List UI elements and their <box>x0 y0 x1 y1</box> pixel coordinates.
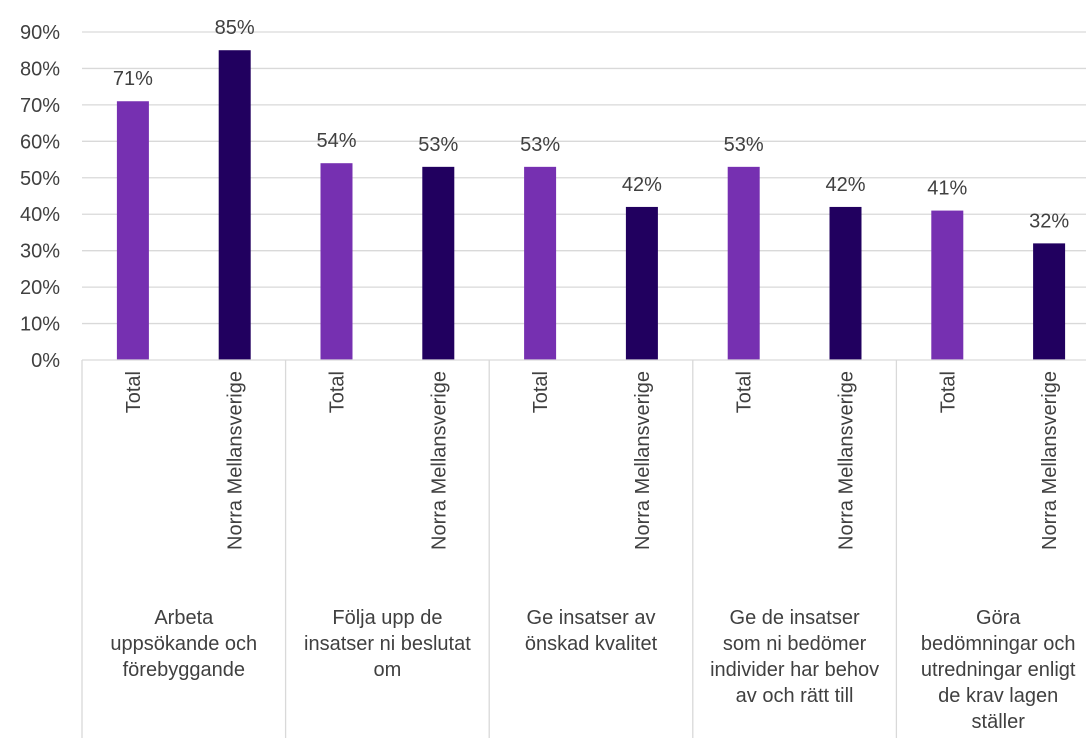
bar <box>931 210 964 360</box>
y-tick-label: 20% <box>20 277 60 299</box>
y-tick-label: 70% <box>20 95 60 117</box>
group-label: insatser ni beslutat <box>304 633 471 655</box>
category-label: Norra Mellansverige <box>225 371 247 550</box>
group-label: bedömningar och <box>921 633 1076 655</box>
data-label: 71% <box>113 68 153 90</box>
y-tick-label: 60% <box>20 131 60 153</box>
group-label: som ni bedömer <box>723 633 867 655</box>
bar <box>524 166 557 360</box>
y-tick-label: 90% <box>20 22 60 44</box>
data-label: 54% <box>316 130 356 152</box>
bars <box>116 50 1066 360</box>
group-label: Arbeta <box>154 607 214 629</box>
group-label: utredningar enligt <box>921 659 1076 681</box>
category-label: Norra Mellansverige <box>428 371 450 550</box>
bar <box>727 166 760 360</box>
data-labels: 71% 85% 54% 53% 53% 42% 53% 42% 41% 32% <box>113 17 1069 232</box>
category-label: Norra Mellansverige <box>836 371 858 550</box>
category-label: Total <box>937 371 959 413</box>
y-axis-ticks: 0% 10% 20% 30% 40% 50% 60% 70% 80% 90% <box>20 22 60 372</box>
x-category-labels: Total Norra Mellansverige Total Norra Mella… <box>123 371 1061 550</box>
group-label: Ge insatser av <box>527 607 656 629</box>
bar <box>1033 243 1066 360</box>
group-label: Ge de insatser <box>730 607 860 629</box>
y-tick-label: 0% <box>31 350 60 372</box>
bar <box>320 163 353 360</box>
data-label: 53% <box>724 134 764 156</box>
bar <box>116 101 149 360</box>
data-label: 42% <box>825 174 865 196</box>
bar <box>422 166 455 360</box>
category-label: Norra Mellansverige <box>632 371 654 550</box>
data-label: 41% <box>927 178 967 200</box>
data-label: 53% <box>520 134 560 156</box>
bar <box>829 206 862 360</box>
group-label: ställer <box>972 711 1026 733</box>
bar <box>625 206 658 360</box>
y-tick-label: 50% <box>20 168 60 190</box>
group-label: om <box>374 659 402 681</box>
y-tick-label: 10% <box>20 314 60 336</box>
category-label: Total <box>734 371 756 413</box>
x-group-labels: Arbeta uppsökande och förebyggande Följa up… <box>110 607 1076 733</box>
category-label: Total <box>327 371 349 413</box>
group-label: uppsökande och <box>110 633 257 655</box>
y-tick-label: 80% <box>20 58 60 80</box>
y-tick-label: 30% <box>20 241 60 263</box>
data-label: 85% <box>215 17 255 39</box>
group-label: Göra <box>976 607 1021 629</box>
category-label: Total <box>530 371 552 413</box>
group-label: individer har behov <box>710 659 879 681</box>
group-label: önskad kvalitet <box>525 633 658 655</box>
x-axis <box>81 359 1086 738</box>
category-label: Norra Mellansverige <box>1039 371 1061 550</box>
data-label: 32% <box>1029 210 1069 232</box>
group-label: förebyggande <box>123 659 245 681</box>
group-label: av och rätt till <box>736 685 854 707</box>
group-label: Följa upp de <box>332 607 442 629</box>
y-tick-label: 40% <box>20 204 60 226</box>
group-label: de krav lagen <box>938 685 1058 707</box>
data-label: 42% <box>622 174 662 196</box>
bar <box>218 50 251 360</box>
category-label: Total <box>123 371 145 413</box>
data-label: 53% <box>418 134 458 156</box>
